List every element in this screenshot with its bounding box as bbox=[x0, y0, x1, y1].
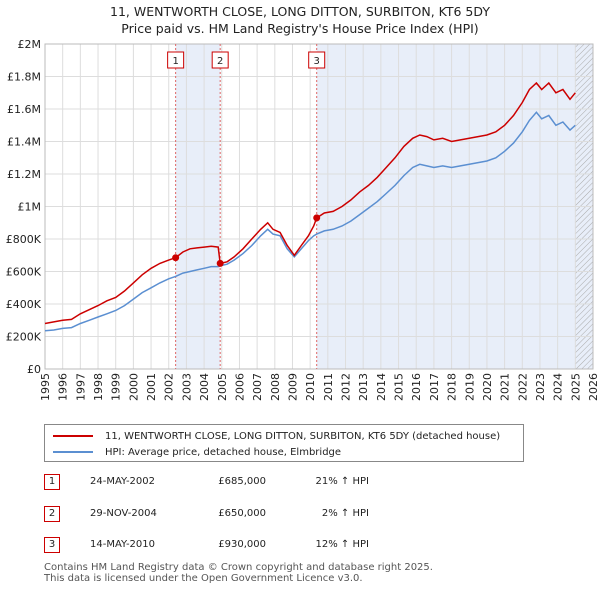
x-tick-label: 2025 bbox=[569, 373, 582, 401]
x-tick-label: 2009 bbox=[286, 373, 299, 401]
transaction-hpi: 21% ↑ HPI bbox=[315, 476, 369, 487]
x-tick-label: 2004 bbox=[198, 373, 211, 401]
transaction-date: 14-MAY-2010 bbox=[90, 539, 156, 550]
legend-label-property: 11, WENTWORTH CLOSE, LONG DITTON, SURBIT… bbox=[105, 430, 501, 442]
x-tick-label: 2019 bbox=[463, 373, 476, 401]
x-tick-label: 2003 bbox=[180, 373, 193, 401]
x-tick-label: 2024 bbox=[552, 373, 565, 401]
y-tick-label: £2M bbox=[18, 38, 42, 51]
legend-line-hpi bbox=[53, 451, 93, 453]
legend: 11, WENTWORTH CLOSE, LONG DITTON, SURBIT… bbox=[44, 424, 524, 462]
x-tick-label: 1996 bbox=[57, 373, 70, 401]
x-tick-label: 2017 bbox=[428, 373, 441, 401]
x-tick-label: 2023 bbox=[534, 373, 547, 401]
annotation-badge bbox=[211, 51, 229, 69]
transaction-date: 29-NOV-2004 bbox=[90, 508, 157, 519]
y-tick-label: £1M bbox=[18, 201, 42, 214]
sale-point-marker bbox=[172, 254, 180, 262]
y-tick-label: £1.2M bbox=[7, 168, 41, 181]
x-tick-label: 2016 bbox=[410, 373, 423, 401]
footer-licence: This data is licensed under the Open Gov… bbox=[44, 573, 363, 584]
annotation-label: 3 bbox=[314, 56, 320, 67]
x-tick-label: 2007 bbox=[251, 373, 264, 401]
legend-label-hpi: HPI: Average price, detached house, Elmb… bbox=[105, 446, 342, 458]
legend-item-property: 11, WENTWORTH CLOSE, LONG DITTON, SURBIT… bbox=[53, 428, 500, 444]
transaction-date: 24-MAY-2002 bbox=[90, 476, 156, 487]
x-tick-label: 2013 bbox=[357, 373, 370, 401]
annotation-label: 2 bbox=[217, 56, 223, 67]
transaction-hpi: 2% ↑ HPI bbox=[321, 508, 369, 519]
transaction-price: £685,000 bbox=[218, 476, 266, 487]
x-tick-label: 2005 bbox=[216, 373, 229, 401]
transaction-price: £650,000 bbox=[218, 508, 266, 519]
x-tick-label: 2012 bbox=[340, 373, 353, 401]
x-tick-label: 1995 bbox=[39, 373, 52, 401]
price-chart: £0 £200K £400K £600K £800K £1M £1.2M £1.4M £1.6M… bbox=[6, 38, 600, 401]
series-line-hpi bbox=[44, 111, 576, 332]
annotation-badge bbox=[308, 51, 326, 69]
annotation-label: 1 bbox=[172, 56, 178, 67]
x-tick-label: 2006 bbox=[233, 373, 246, 401]
chart-subtitle: Price paid vs. HM Land Registry's House … bbox=[121, 21, 479, 36]
series-line-property bbox=[44, 81, 576, 325]
chart-title: 11, WENTWORTH CLOSE, LONG DITTON, SURBIT… bbox=[110, 4, 490, 19]
transaction-number: 1 bbox=[44, 474, 60, 490]
x-tick-label: 2015 bbox=[393, 373, 406, 401]
annotation-badge bbox=[167, 51, 185, 69]
x-tick-label: 2002 bbox=[163, 373, 176, 401]
transaction-price: £930,000 bbox=[218, 539, 266, 550]
x-tick-label: 2026 bbox=[587, 373, 600, 401]
x-tick-label: 2022 bbox=[516, 373, 529, 401]
y-tick-label: £1.4M bbox=[7, 136, 41, 149]
x-tick-label: 1997 bbox=[74, 373, 87, 401]
y-tick-label: £400K bbox=[6, 298, 42, 311]
x-tick-label: 2011 bbox=[322, 373, 335, 401]
legend-line-property bbox=[53, 435, 93, 437]
x-tick-label: 2014 bbox=[375, 373, 388, 401]
footer-copyright: Contains HM Land Registry data © Crown c… bbox=[44, 562, 433, 573]
x-tick-label: 2021 bbox=[499, 373, 512, 401]
transaction-number: 3 bbox=[44, 537, 60, 553]
x-tick-label: 2018 bbox=[446, 373, 459, 401]
y-tick-label: £0 bbox=[27, 363, 41, 376]
transaction-hpi: 12% ↑ HPI bbox=[315, 539, 369, 550]
x-tick-label: 2008 bbox=[269, 373, 282, 401]
x-tick-label: 2000 bbox=[127, 373, 140, 401]
x-tick-label: 2010 bbox=[304, 373, 317, 401]
y-tick-label: £200K bbox=[6, 331, 42, 344]
y-tick-label: £1.6M bbox=[7, 103, 41, 116]
y-tick-label: £1.8M bbox=[7, 71, 41, 84]
x-tick-label: 2020 bbox=[481, 373, 494, 401]
y-tick-label: £800K bbox=[6, 233, 42, 246]
x-tick-label: 2001 bbox=[145, 373, 158, 401]
sale-point-marker bbox=[216, 259, 224, 267]
y-tick-label: £600K bbox=[6, 266, 42, 279]
sale-point-marker bbox=[313, 214, 321, 222]
transaction-number: 2 bbox=[44, 506, 60, 522]
x-tick-label: 1999 bbox=[110, 373, 123, 401]
x-tick-label: 1998 bbox=[92, 373, 105, 401]
legend-item-hpi: HPI: Average price, detached house, Elmb… bbox=[53, 444, 341, 460]
plot-frame bbox=[44, 43, 594, 370]
